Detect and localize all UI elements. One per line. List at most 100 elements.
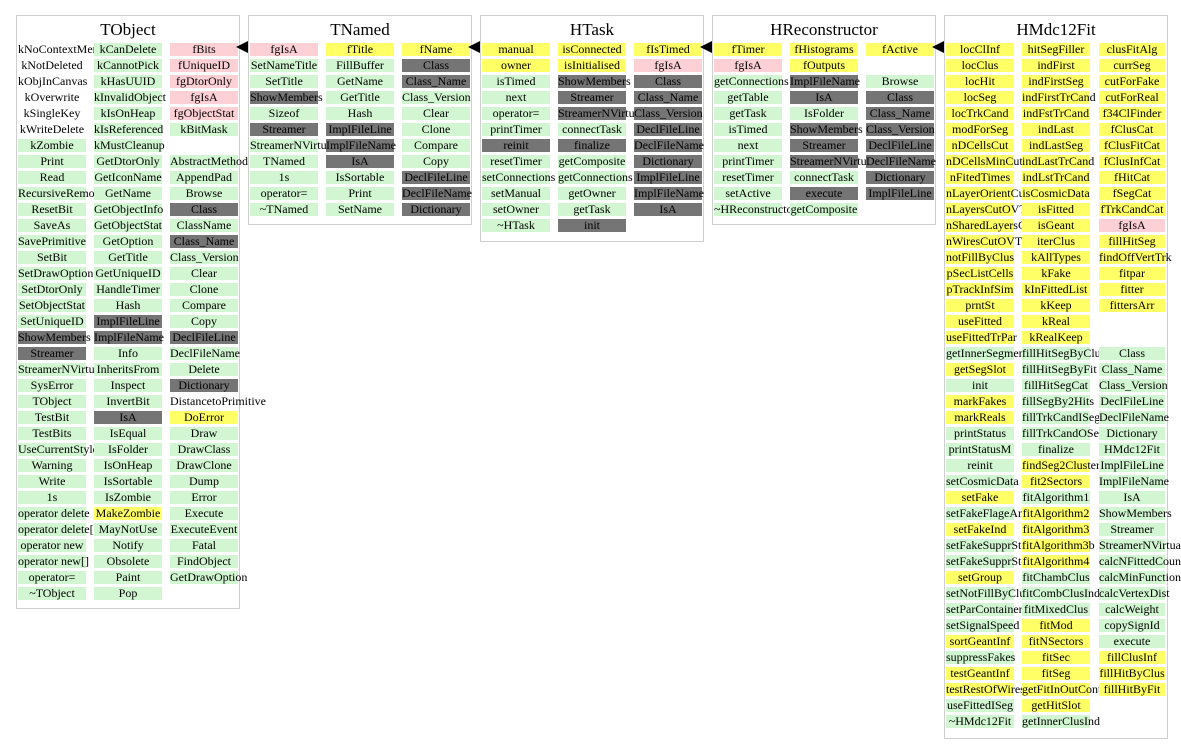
member-cell: nDCellsMinCut (946, 154, 1023, 168)
member-cell: TestBit (18, 411, 86, 424)
member-cell: next (482, 91, 550, 104)
class-box-htask: HTask manual owner isTimed next operator= prin… (480, 15, 704, 242)
member-cell: Dictionary (170, 379, 238, 392)
member-cell: Class_Version (866, 122, 935, 136)
member-cell: locHit (946, 75, 1014, 88)
member-cell: kInvalidObject (94, 90, 166, 104)
class-title: HTask (569, 20, 615, 39)
inheritance-arrow-icon (468, 41, 480, 53)
class-box-hreconstructor: HReconstructor fTimer fgIsA getConnections g… (712, 15, 936, 225)
member-cell: DeclFileLine (1099, 394, 1165, 408)
member-cell: UseCurrentStyle (18, 442, 98, 456)
member-cell: SetNameTitle (250, 58, 318, 72)
member-cell: operator= (18, 571, 86, 584)
member-cell: fillHitByFit (1099, 683, 1165, 696)
member-cell: nDCellsCut (946, 139, 1014, 152)
member-cell: locTrkCand (946, 107, 1014, 120)
member-cell: connectTask (558, 123, 626, 136)
member-cell: fillClusInf (1099, 651, 1165, 664)
member-cell: SetUniqueID (18, 315, 86, 328)
member-cell: kZombie (18, 139, 86, 152)
member-cell: IsA (1099, 491, 1165, 504)
member-cell: isCosmicData (1022, 186, 1090, 200)
class-title: HMdc12Fit (1016, 20, 1096, 39)
member-cell: ClassName (170, 219, 238, 232)
member-cell: manual (482, 43, 550, 56)
member-cell: fClusFitCat (1099, 139, 1165, 152)
member-cell: Dictionary (1099, 427, 1165, 440)
member-cell: Class (634, 75, 702, 88)
member-cell: operator new[] (18, 554, 89, 568)
member-cell: setActive (714, 187, 782, 200)
member-cell: kKeep (1022, 299, 1090, 312)
member-cell: getComposite (790, 202, 858, 216)
member-cell: fTitle (326, 43, 394, 56)
member-cell: GetUniqueID (94, 266, 162, 280)
member-cell: Hash (326, 107, 394, 120)
member-cell: Dictionary (866, 171, 934, 184)
member-cell: SaveAs (18, 219, 86, 232)
member-cell: isTimed (482, 75, 550, 88)
member-cell: fillSegBy2Hits (1022, 394, 1095, 408)
member-cell: findSeg2Clusters (1022, 458, 1105, 472)
member-cell (866, 59, 934, 72)
member-cell: sortGeantInf (946, 635, 1014, 648)
member-cell: nWiresCutOVT (946, 234, 1023, 248)
member-cell: DeclFileLine (866, 139, 934, 152)
member-cell: SetDrawOption (18, 266, 94, 280)
member-cell: printTimer (482, 123, 550, 136)
member-cell: StreamerNVirtual (1099, 538, 1181, 552)
member-cell: kObjInCanvas (18, 74, 88, 88)
member-cell: DeclFileName (866, 154, 936, 168)
member-cell: Class_Version (634, 106, 703, 120)
member-cell: operator delete (18, 506, 90, 520)
member-cell: copySignId (1099, 619, 1165, 632)
member-cell: Copy (402, 155, 470, 168)
member-cell: TObject (18, 395, 86, 408)
member-cell: ImplFileLine (634, 171, 702, 184)
member-cell: Copy (170, 315, 238, 328)
member-cell: fitAlgorithm4 (1022, 554, 1090, 568)
member-cell: Class (402, 59, 470, 72)
member-cell: fillTrkCandISeg (1022, 410, 1101, 424)
member-cell: ShowMembers (18, 330, 91, 344)
member-cell: fitpar (1099, 267, 1165, 280)
member-cell: ImplFileLine (1099, 458, 1165, 472)
member-cell: AppendPad (170, 171, 238, 184)
member-cell: IsEqual (94, 427, 162, 440)
member-cell: fitter (1099, 283, 1165, 296)
member-cell: GetName (326, 75, 394, 88)
member-cell: Pop (94, 587, 162, 600)
member-cell: fOutputs (790, 59, 858, 72)
member-cell: hitSegFiller (1022, 43, 1090, 56)
inheritance-arrow-icon (932, 41, 944, 53)
member-cell: operator= (482, 107, 550, 120)
member-cell: HandleTimer (94, 283, 162, 296)
member-cell: locClInf (946, 43, 1014, 56)
member-cell: setOwner (482, 203, 550, 216)
member-cell: Clone (170, 283, 238, 296)
member-cell: Class_Name (634, 91, 702, 104)
member-cell: getHitSlot (1022, 699, 1090, 712)
member-cell: IsOnHeap (94, 459, 162, 472)
member-cell: SavePrimitive (18, 234, 86, 248)
member-cell: Streamer (1099, 523, 1165, 536)
member-cell: AbstractMethod (170, 154, 248, 168)
member-cell: Hash (94, 299, 162, 312)
member-cell: GetDtorOnly (94, 155, 162, 168)
member-cell: isGeant (1022, 219, 1090, 232)
member-cell: setFakeFlageAndInd (946, 506, 1046, 520)
member-cell: setFakeSupprStep2Par (946, 554, 1055, 568)
member-cell: testGeantInf (946, 667, 1014, 680)
member-cell: GetObjectInfo (94, 202, 164, 216)
member-cell: calcVertexDist (1099, 586, 1170, 600)
member-cell: f34ClFinder (1099, 107, 1165, 120)
member-cell: fillHitSegByFit (1022, 362, 1097, 376)
member-cell: Print (18, 155, 86, 168)
member-cell: getTask (558, 203, 626, 216)
member-cell: Write (18, 475, 86, 488)
member-cell: MakeZombie (94, 506, 162, 520)
member-cell: 1s (18, 491, 86, 504)
member-cell: DeclFileName (634, 138, 704, 152)
member-cell (1099, 315, 1165, 328)
